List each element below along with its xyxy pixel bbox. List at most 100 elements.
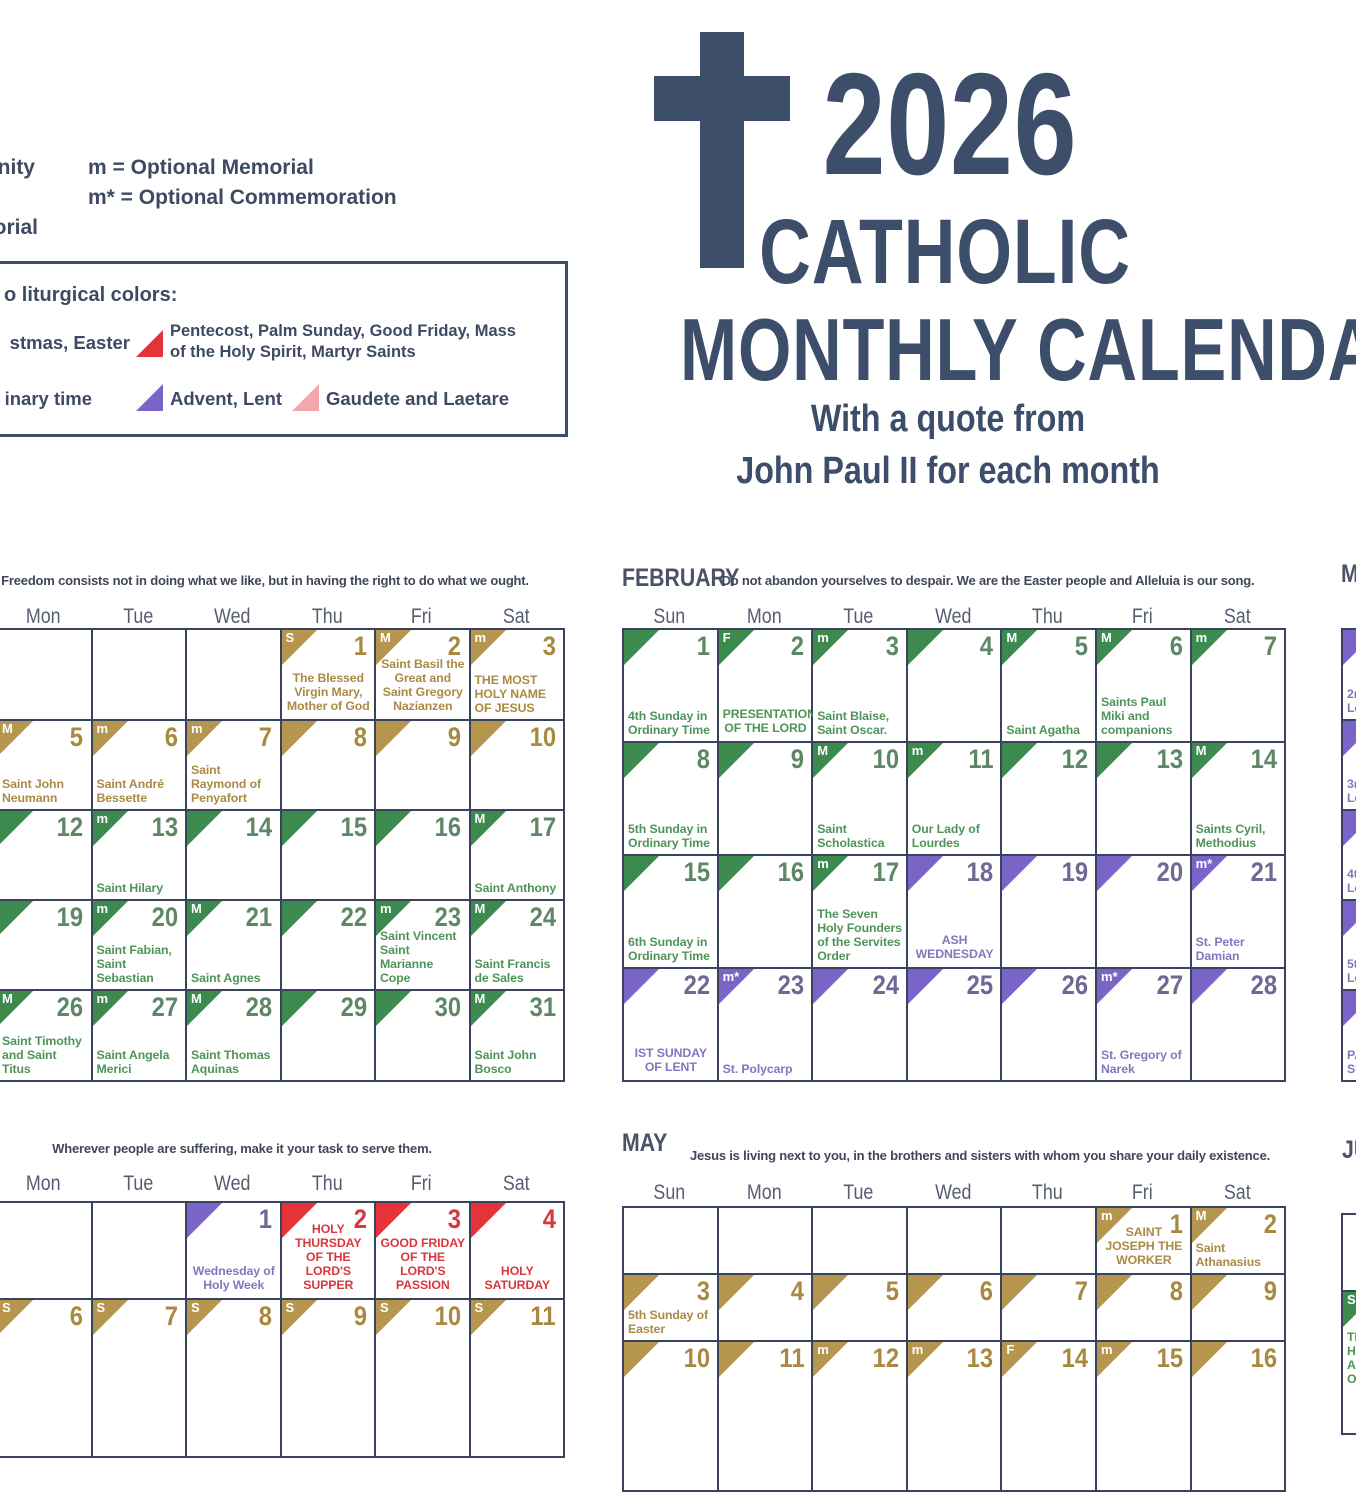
liturgical-color-triangle — [376, 721, 411, 756]
day-header-sat: Sat — [1223, 605, 1251, 628]
legend-white-days-fragment: stmas, Easter — [9, 332, 130, 353]
liturgical-color-triangle — [470, 901, 506, 936]
calendar-cell: 29 — [281, 991, 376, 1082]
liturgical-color-triangle — [281, 1300, 317, 1335]
calendar-cell: m* 21 St. Peter Damian — [1191, 856, 1287, 969]
rank-badge-letter: M — [1195, 1208, 1207, 1223]
calendar-cell: 8 — [281, 721, 376, 811]
liturgical-color-triangle — [624, 743, 659, 778]
day-number: 5 — [885, 1276, 899, 1306]
calendar-cell: 13 — [1097, 743, 1192, 856]
calendar-cell: 1 4th Sunday in Ordinary Time — [624, 630, 719, 743]
calendar-cell: 6 — [907, 1275, 1003, 1342]
celebration-text: Saint Thomas Aquinas — [191, 1047, 271, 1076]
celebration-text: IST SUNDAY OF LENT — [634, 1045, 707, 1074]
day-number: 15 — [1156, 1343, 1183, 1373]
liturgical-color-triangle — [376, 630, 411, 665]
rank-badge-letter: M — [474, 991, 486, 1006]
day-number: 27 — [151, 992, 178, 1022]
liturgical-color-triangle — [1097, 1208, 1132, 1243]
day-header-thu: Thu — [311, 605, 343, 628]
liturgical-color-triangle — [1191, 630, 1227, 665]
calendar-cell: M 26 Saint Timothy and Saint Titus — [0, 991, 93, 1082]
calendar-cell: 14 — [187, 811, 282, 901]
calendar-cell: 11 — [718, 1342, 814, 1492]
calendar-cell: 12 — [1002, 743, 1097, 856]
day-number: 10 — [529, 722, 556, 752]
day-header-tue: Tue — [843, 605, 874, 628]
celebration-text: Saint Athanasius — [1195, 1240, 1261, 1269]
day-header-wed: Wed — [934, 1181, 972, 1204]
calendar-cell: m 12 — [813, 1342, 908, 1492]
liturgical-color-triangle — [281, 901, 317, 936]
calendar-cell — [1343, 1215, 1356, 1292]
day-number: 15 — [683, 857, 710, 887]
celebration-text: 4th Sunday in Ordinary Time — [628, 708, 710, 737]
day-number: 5 — [1074, 631, 1088, 661]
legend-memorial-fragment: orial — [0, 216, 38, 239]
day-number: 8 — [259, 1301, 273, 1331]
day-number: 20 — [151, 902, 178, 932]
liturgical-color-triangle — [718, 1342, 754, 1377]
celebration-text: Saint Agnes — [191, 970, 261, 985]
liturgical-color-triangle — [187, 811, 222, 846]
red-triangle-icon — [136, 330, 163, 357]
celebration-text: 6th Sunday in Ordinary Time — [628, 934, 710, 963]
day-number: 7 — [164, 1301, 178, 1331]
calendar-cell: 10 — [470, 721, 565, 811]
calendar-cell: m 15 — [1097, 1342, 1192, 1492]
celebration-text: Our Lady of Lourdes — [911, 821, 980, 850]
month-grid-april: 1 Wednesday of Holy Week 2 HOLY THURSDAY OF… — [0, 1201, 565, 1458]
calendar-cell: M 14 Saints Cyril, Methodius — [1191, 743, 1287, 856]
calendar-cell: S7THE MOST HOLY BODY AND BLOOD OF CHRIST — [1343, 1292, 1356, 1435]
liturgical-color-triangle — [718, 856, 754, 891]
day-number: 22 — [340, 902, 367, 932]
month-grid-february: 1 4th Sunday in Ordinary Time F 2 PRESENTATI… — [622, 628, 1287, 1082]
rank-badge-letter: m* — [1195, 856, 1213, 871]
month-grid-march: 12nd Sunday of Lent83rd Sunday of Lent15… — [1341, 628, 1356, 1082]
day-number: 27 — [1156, 970, 1183, 1000]
calendar-cell: 22 IST SUNDAY OF LENT — [624, 969, 719, 1082]
day-number: 14 — [1250, 744, 1278, 774]
rank-badge-letter: M — [1195, 743, 1207, 758]
calendar-cell: m* 27 St. Gregory of Narek — [1097, 969, 1192, 1082]
liturgical-color-triangle — [187, 1300, 222, 1335]
calendar-cell: 29PALM SUNDAY — [1343, 991, 1356, 1082]
liturgical-color-triangle — [1002, 969, 1038, 1004]
calendar-cell — [624, 1208, 719, 1275]
year-title: 2026 — [822, 43, 1078, 205]
liturgical-color-triangle — [92, 811, 128, 846]
legend-solemnity-fragment: nity — [0, 156, 35, 179]
calendar-cell: 2 HOLY THURSDAY OF THE LORD'S SUPPER — [281, 1203, 376, 1300]
rank-badge-letter: m* — [1101, 969, 1118, 984]
day-number: 8 — [1169, 1276, 1183, 1306]
day-number: 9 — [448, 722, 462, 752]
celebration-text: The Seven Holy Founders of the Servites … — [817, 906, 902, 963]
calendar-cell: F 2 PRESENTATION OF THE LORD — [718, 630, 816, 743]
calendar-cell: m 3 Saint Blaise, Saint Oscar. — [813, 630, 908, 743]
day-number: 21 — [246, 902, 273, 932]
rank-badge-letter: M — [474, 811, 486, 826]
rank-badge-letter: m — [380, 901, 392, 916]
day-number: 1 — [696, 631, 710, 661]
calendar-cell: 16 — [1191, 1342, 1287, 1492]
liturgical-color-triangle — [281, 991, 317, 1026]
calendar-cell: M 6 Saints Paul Miki and companions — [1097, 630, 1192, 743]
day-number: 10 — [872, 744, 899, 774]
rank-badge-letter: m — [817, 1342, 829, 1357]
day-header-mon: Mon — [25, 1172, 61, 1195]
cross-horizontal-bar — [654, 76, 790, 121]
liturgical-color-triangle — [0, 991, 33, 1026]
day-number: 6 — [1169, 631, 1183, 661]
day-number: 12 — [57, 812, 84, 842]
liturgical-colors-box — [0, 261, 568, 437]
liturgical-color-triangle — [0, 1300, 33, 1335]
day-header-wed: Wed — [934, 605, 972, 628]
rank-badge-letter: m — [817, 630, 829, 645]
day-number: 16 — [435, 812, 462, 842]
celebration-text: ASH WEDNESDAY — [915, 932, 994, 961]
calendar-cell: M 24 Saint Francis de Sales — [470, 901, 565, 991]
calendar-cell: m 6 Saint André Bessette — [92, 721, 187, 811]
day-number: 25 — [966, 970, 994, 1000]
calendar-cell: 10 — [624, 1342, 719, 1492]
